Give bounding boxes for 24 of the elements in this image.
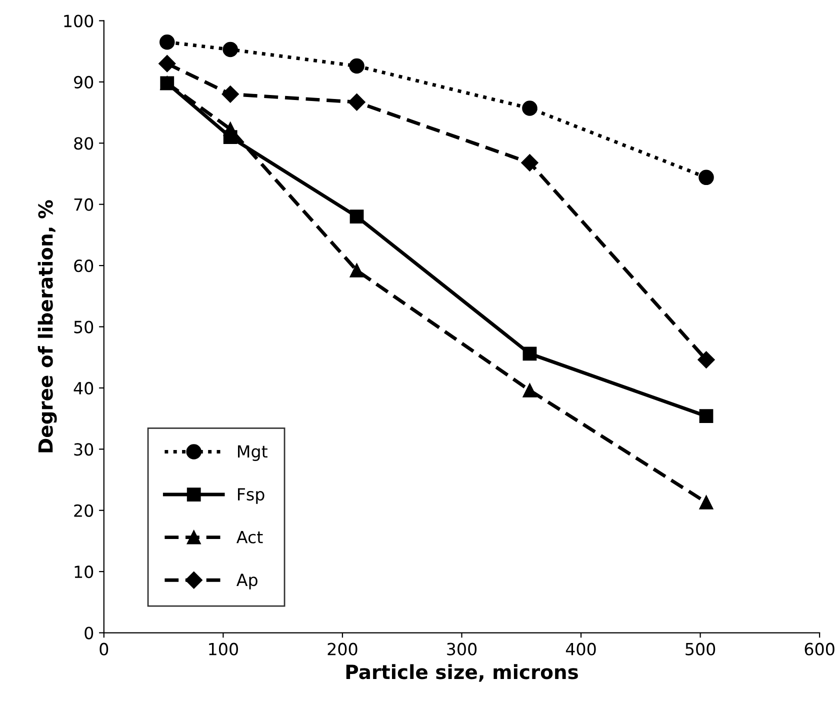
- x-tick-label: 300: [447, 642, 477, 656]
- legend-label: Act: [236, 531, 263, 544]
- y-tick-label: 10: [74, 566, 94, 578]
- x-tick-label: 500: [686, 642, 716, 656]
- y-tick-label: 70: [74, 198, 94, 211]
- y-tick-label: 20: [74, 504, 94, 517]
- legend-label: Mgt: [238, 445, 268, 462]
- y-tick-label: 30: [74, 443, 94, 456]
- y-tick-label: 50: [74, 320, 94, 334]
- x-tick-label: 100: [209, 642, 238, 656]
- x-tick-label: 200: [328, 642, 358, 656]
- y-tick-label: 40: [74, 382, 94, 395]
- y-tick-label: 80: [74, 137, 94, 150]
- y-tick-label: 0: [84, 626, 94, 640]
- y-axis-title: Degree of liberation, %: [38, 200, 57, 452]
- x-tick-label: 0: [100, 642, 108, 656]
- legend-label: Ap: [236, 574, 258, 590]
- y-tick-label: 100: [64, 14, 94, 28]
- y-tick-label: 90: [74, 76, 94, 89]
- legend-label: Fsp: [238, 488, 264, 504]
- x-tick-label: 600: [804, 642, 834, 656]
- x-tick-label: 400: [566, 642, 596, 656]
- x-axis-title: Particle size, microns: [346, 664, 578, 682]
- y-tick-label: 60: [74, 260, 94, 272]
